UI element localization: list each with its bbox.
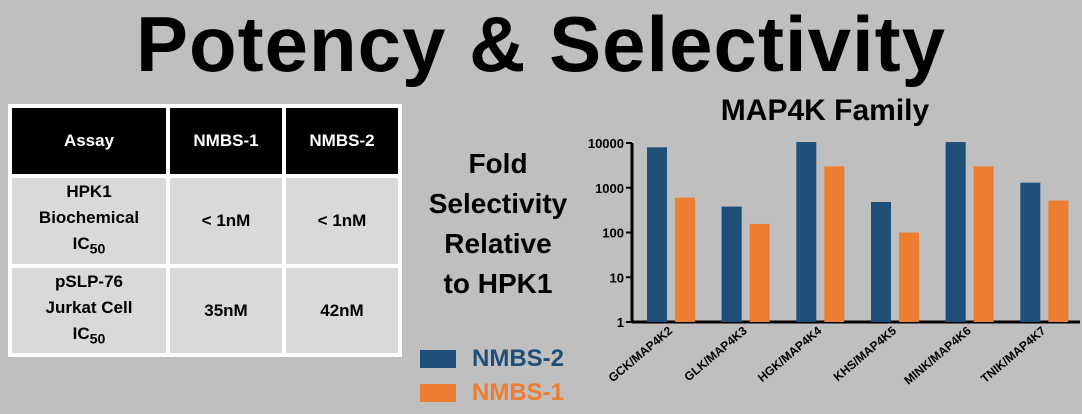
- legend-swatch-nmbs2: [420, 350, 456, 368]
- side-label-line: Relative: [444, 228, 552, 259]
- side-label-line: to HPK1: [443, 268, 553, 299]
- bar-nmbs-1-gck-map4k2: [675, 197, 695, 322]
- x-tick-label: TNIK/MAP4K7: [978, 323, 1049, 385]
- chart-legend: NMBS-2 NMBS-1: [420, 342, 564, 410]
- table-row: pSLP-76 Jurkat Cell IC50 35nM 42nM: [8, 263, 402, 358]
- nmbs2-value: 42nM: [282, 263, 402, 358]
- legend-swatch-nmbs1: [420, 384, 456, 402]
- y-tick-label: 1000: [595, 181, 624, 196]
- y-tick-label: 10: [610, 270, 624, 285]
- bar-nmbs-2-glk-map4k3: [721, 206, 742, 322]
- table-header-row: Assay NMBS-1 NMBS-2: [8, 104, 402, 178]
- x-tick-label: KHS/MAP4K5: [831, 323, 900, 384]
- assay-line: Biochemical: [38, 208, 140, 228]
- legend-item-nmbs1: NMBS-1: [420, 376, 564, 410]
- fold-selectivity-label: Fold Selectivity Relative to HPK1: [408, 144, 588, 304]
- assay-line: HPK1: [66, 182, 112, 202]
- x-tick-label: GLK/MAP4K3: [681, 323, 749, 384]
- bar-nmbs-2-hgk-map4k4: [796, 142, 817, 322]
- nmbs2-value: < 1nM: [282, 174, 402, 268]
- y-tick-label: 10000: [588, 136, 624, 151]
- x-tick-label: MINK/MAP4K6: [901, 323, 974, 387]
- bar-nmbs-2-tnik-map4k7: [1020, 182, 1041, 322]
- header-nmbs2: NMBS-2: [282, 104, 402, 178]
- nmbs1-value: 35nM: [166, 263, 286, 358]
- chart-title: MAP4K Family: [720, 94, 930, 127]
- assay-table: Assay NMBS-1 NMBS-2 HPK1 Biochemical IC5…: [8, 104, 402, 358]
- assay-cell: HPK1 Biochemical IC50: [8, 174, 170, 268]
- assay-subscript: 50: [89, 241, 106, 258]
- bar-nmbs-2-mink-map4k6: [945, 142, 966, 322]
- bar-nmbs-1-tnik-map4k7: [1048, 200, 1069, 322]
- table-row: HPK1 Biochemical IC50 < 1nM < 1nM: [8, 174, 402, 268]
- side-label-line: Selectivity: [428, 188, 568, 219]
- assay-line: IC: [72, 324, 90, 343]
- x-tick-label: HGK/MAP4K4: [755, 323, 825, 385]
- assay-subscript: 50: [89, 331, 106, 348]
- legend-item-nmbs2: NMBS-2: [420, 342, 564, 376]
- bar-nmbs-2-khs-map4k5: [871, 202, 891, 322]
- bar-nmbs-1-glk-map4k3: [749, 223, 770, 322]
- x-tick-label: GCK/MAP4K2: [606, 323, 676, 385]
- assay-line: IC: [72, 234, 90, 254]
- bar-nmbs-1-hgk-map4k4: [824, 166, 845, 322]
- bar-nmbs-1-khs-map4k5: [899, 232, 919, 322]
- header-assay: Assay: [8, 104, 170, 178]
- assay-line: pSLP-76: [54, 272, 124, 291]
- assay-cell: pSLP-76 Jurkat Cell IC50: [8, 263, 170, 358]
- assay-line: Jurkat Cell: [45, 298, 133, 317]
- page-title: Potency & Selectivity: [136, 0, 946, 88]
- side-label-line: Fold: [468, 148, 528, 179]
- nmbs1-value: < 1nM: [166, 174, 286, 268]
- bar-nmbs-2-gck-map4k2: [647, 147, 667, 322]
- y-tick-label: 1: [617, 315, 624, 330]
- bar-nmbs-1-mink-map4k6: [973, 166, 994, 322]
- header-nmbs1: NMBS-1: [166, 104, 286, 178]
- legend-label-nmbs1: NMBS-1: [472, 379, 565, 406]
- y-tick-label: 100: [602, 226, 624, 241]
- legend-label-nmbs2: NMBS-2: [472, 345, 565, 372]
